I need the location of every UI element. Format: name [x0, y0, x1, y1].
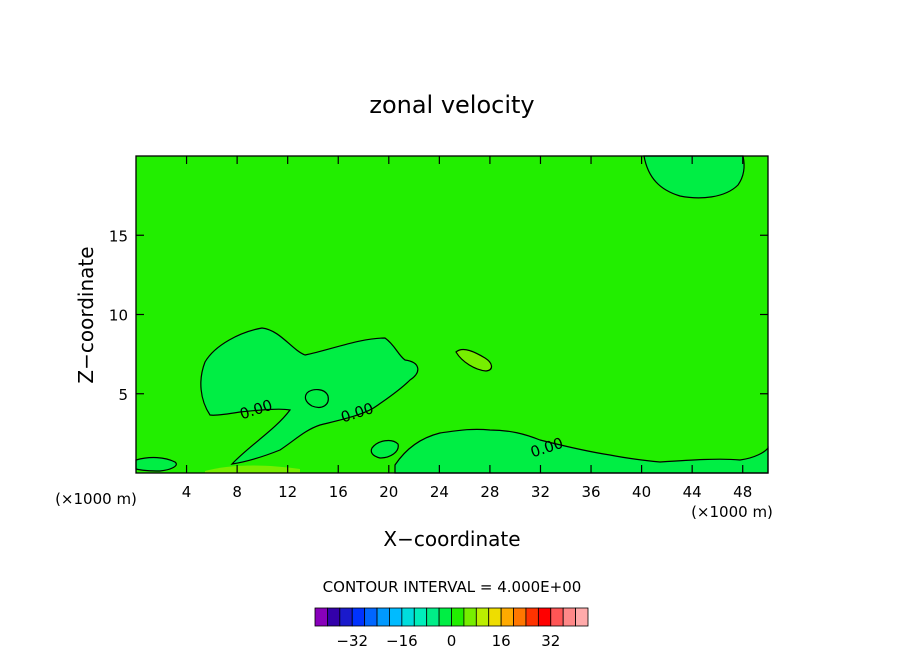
colorbar-tick-label: −32 — [336, 632, 368, 650]
x-axis-unit-left: (×1000 m) — [55, 490, 137, 508]
x-tick-label: 48 — [733, 483, 752, 501]
region-lower-middle — [394, 428, 769, 474]
colorbar-tick-label: 0 — [447, 632, 457, 650]
colorbar-tick-label: 16 — [492, 632, 511, 650]
colorbar-swatch — [351, 607, 366, 627]
y-axis-title: Z−coordinate — [74, 246, 98, 383]
colorbar-swatch — [525, 607, 539, 627]
x-axis-title: X−coordinate — [383, 527, 520, 551]
region-small-blob — [304, 389, 329, 408]
colorbar-swatch — [575, 607, 589, 627]
colorbar-swatch — [562, 607, 576, 627]
colorbar-tick-label: −16 — [386, 632, 418, 650]
plot-background-field — [136, 156, 768, 473]
x-tick-label: 24 — [430, 483, 449, 501]
y-tick-label: 10 — [109, 307, 128, 325]
colorbar-swatch — [339, 607, 353, 627]
colorbar — [314, 607, 589, 627]
x-tick-label: 4 — [182, 483, 192, 501]
x-tick-label: 44 — [683, 483, 702, 501]
colorbar-swatch — [401, 607, 415, 627]
x-tick-label: 16 — [329, 483, 348, 501]
contour-interval-label: CONTOUR INTERVAL = 4.000E+00 — [323, 578, 582, 596]
colorbar-swatch — [550, 607, 564, 627]
chart-title: zonal velocity — [369, 91, 534, 119]
colorbar-swatch — [327, 607, 341, 627]
x-axis-unit-right: (×1000 m) — [691, 503, 773, 521]
colorbar-swatch — [364, 607, 378, 627]
x-tick-label: 12 — [278, 483, 297, 501]
colorbar-swatch — [426, 607, 440, 627]
x-tick-label: 20 — [379, 483, 398, 501]
x-axis-ticks: 4 8 12 16 20 24 28 32 36 40 44 48 — [182, 156, 752, 501]
x-tick-label: 28 — [480, 483, 499, 501]
colorbar-swatch — [537, 607, 552, 627]
x-tick-label: 32 — [531, 483, 550, 501]
x-tick-label: 8 — [232, 483, 242, 501]
region-bottom-left-strip — [135, 456, 177, 472]
colorbar-swatch — [413, 607, 428, 627]
colorbar-swatch — [513, 607, 527, 627]
x-tick-label: 36 — [581, 483, 600, 501]
colorbar-swatch — [500, 607, 514, 627]
region-positive-lens — [455, 348, 493, 372]
contour-regions — [135, 155, 769, 474]
colorbar-swatch — [475, 607, 490, 627]
colorbar-swatch — [376, 607, 390, 627]
colorbar-tick-label: 32 — [541, 632, 560, 650]
colorbar-swatch — [389, 607, 403, 627]
region-small-mid — [370, 439, 399, 459]
y-tick-label: 5 — [118, 386, 128, 404]
colorbar-tick-labels: −32 −16 0 16 32 — [336, 632, 560, 650]
x-tick-label: 40 — [632, 483, 651, 501]
colorbar-swatch — [314, 607, 328, 627]
region-top-right — [643, 155, 745, 199]
colorbar-swatch — [488, 607, 502, 627]
region-positive-bottom — [205, 465, 300, 473]
colorbar-swatch — [463, 607, 477, 627]
colorbar-swatch — [438, 607, 452, 627]
y-tick-label: 15 — [109, 227, 128, 245]
y-axis-ticks: 5 10 15 — [109, 227, 768, 404]
colorbar-swatch — [451, 607, 465, 627]
